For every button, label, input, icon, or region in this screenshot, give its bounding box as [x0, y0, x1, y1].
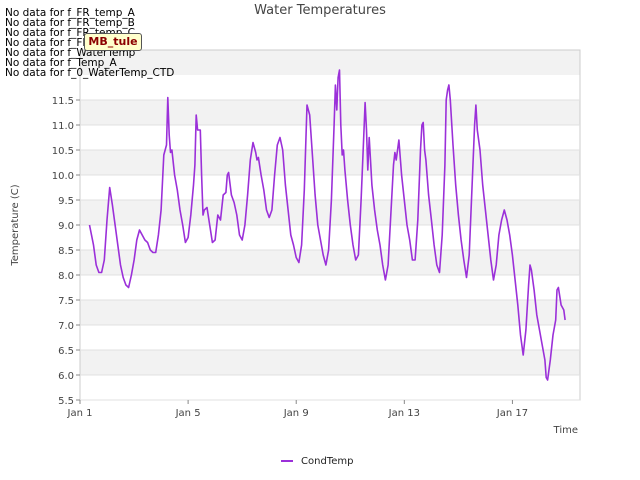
y-tick-label: 7.0	[58, 321, 74, 332]
y-tick-label: 7.5	[58, 296, 74, 307]
background-band	[80, 300, 580, 325]
no-data-message: No data for f_Temp_A	[5, 57, 117, 69]
no-data-message: No data for f_FR_temp_A	[5, 7, 135, 19]
y-tick-label: 5.5	[58, 396, 74, 407]
background-band	[80, 250, 580, 275]
no-data-message: No data for f_FR_temp_B	[5, 17, 135, 29]
y-tick-label: 6.5	[58, 346, 74, 357]
x-tick-label: Jan 1	[67, 408, 93, 419]
series-layer	[88, 69, 566, 381]
y-tick-label: 10.5	[52, 146, 74, 157]
chart-title: Water Temperatures	[254, 3, 386, 18]
background-band	[80, 350, 580, 375]
no-data-message: No data for f_0_WaterTemp_CTD	[5, 67, 175, 79]
no-data-message: No data for f_FD_Temp_1	[5, 37, 136, 49]
y-tick-label: 6.0	[58, 371, 74, 382]
x-axis-label: Time	[553, 425, 578, 436]
background-band	[80, 100, 580, 125]
y-tick-label: 8.0	[58, 271, 74, 282]
background-band	[80, 50, 580, 75]
y-tick-label: 11.0	[52, 121, 74, 132]
x-tick-label: Jan 13	[388, 408, 420, 419]
legend: CondTemp	[281, 456, 353, 467]
y-axis-label: Temperature (C)	[10, 184, 21, 266]
site-badge: MB_tule	[84, 33, 142, 51]
series-line-condtemp	[88, 69, 566, 381]
no-data-messages: No data for f_FR_temp_A No data for f_FR…	[5, 7, 175, 79]
x-tick-label: Jan 17	[496, 408, 528, 419]
legend-label-condtemp: CondTemp	[301, 456, 353, 467]
no-data-message: No data for f_FR_temp_C	[5, 27, 135, 39]
x-axis: Jan 1 Jan 5 Jan 9 Jan 13 Jan 17	[67, 400, 528, 419]
y-tick-label: 10.0	[52, 171, 74, 182]
no-data-message: No data for f_WaterTemp	[5, 47, 136, 59]
y-tick-label: 9.0	[58, 221, 74, 232]
y-tick-label: 9.5	[58, 196, 74, 207]
y-tick-label: 8.5	[58, 246, 74, 257]
y-tick-label: 11.5	[52, 96, 74, 107]
x-tick-label: Jan 9	[283, 408, 309, 419]
background-band	[80, 150, 580, 175]
x-tick-label: Jan 5	[175, 408, 201, 419]
